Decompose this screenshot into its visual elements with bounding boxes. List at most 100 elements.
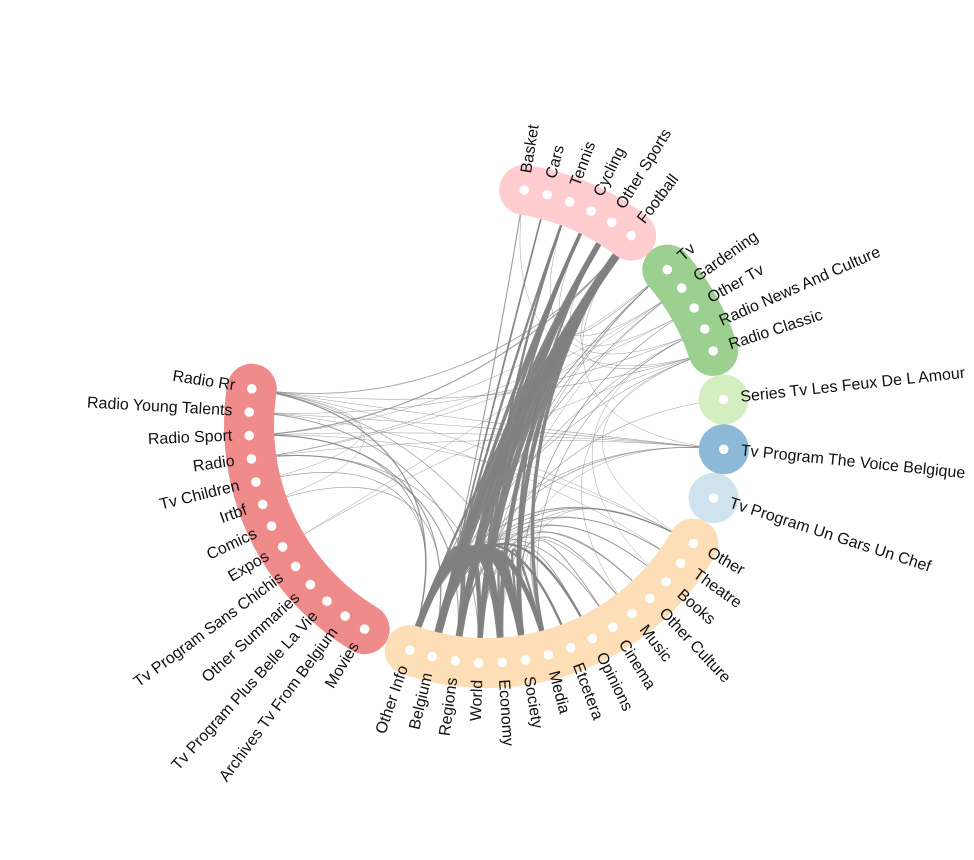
- node-dot-movies[interactable]: [359, 624, 370, 634]
- node-dot-economy[interactable]: [497, 657, 508, 668]
- node-label-tennis: Tennis: [567, 139, 599, 188]
- node-dot-cinema[interactable]: [608, 622, 618, 632]
- node-dot-series-tv-les-feux-de-l-amour[interactable]: [718, 394, 729, 405]
- link-other-society: [520, 508, 694, 661]
- link-radio-sport-tv-program-the-voice-belgique: [248, 432, 725, 450]
- link-radio-sport-tv: [248, 269, 668, 436]
- link-radio-young-talents-radio-news-and-culture: [249, 328, 706, 414]
- node-dot-world[interactable]: [473, 658, 484, 668]
- link-radio-tv-program-the-voice-belgique: [251, 439, 725, 460]
- link-radio-rr-football: [251, 235, 632, 394]
- node-dot-cycling[interactable]: [586, 206, 596, 216]
- node-dot-radio-classic[interactable]: [708, 346, 718, 356]
- node-label-radio-sport: Radio Sport: [147, 428, 233, 449]
- node-dot-cars[interactable]: [542, 189, 552, 200]
- link-radio-rr-tv-program-the-voice-belgique: [251, 388, 725, 450]
- node-label-radio-rr: Radio Rr: [171, 368, 237, 395]
- node-dot-tennis[interactable]: [564, 197, 575, 207]
- link-radio-classic-other: [602, 350, 714, 544]
- link-world-radio-young-talents: [248, 411, 480, 664]
- node-dot-radio-rr[interactable]: [247, 384, 257, 394]
- node-dot-other[interactable]: [688, 538, 699, 549]
- node-label-economy: Economy: [495, 679, 516, 747]
- node-label-radio: Radio: [192, 453, 236, 476]
- link-basket-belgium: [431, 189, 525, 658]
- node-dot-other-tv[interactable]: [689, 303, 699, 313]
- link-world-other: [478, 508, 694, 664]
- link-books-belgium: [431, 524, 667, 657]
- node-dot-archives-tv-from-belgium[interactable]: [340, 611, 350, 621]
- node-label-belgium: Belgium: [406, 671, 436, 731]
- link-basket-radio-classic: [519, 189, 714, 367]
- link-tv-other-info: [409, 269, 668, 651]
- link-radio-gardening: [251, 287, 682, 460]
- node-dot-other-culture[interactable]: [645, 593, 655, 604]
- node-label-tv-program-un-gars-un-chef: Tv Program Un Gars Un Chef: [727, 495, 933, 576]
- link-radio-news-and-culture-books: [591, 328, 706, 582]
- node-dot-gardening[interactable]: [676, 283, 687, 293]
- node-label-radio-young-talents: Radio Young Talents: [87, 395, 233, 420]
- link-belgium-radio-news-and-culture: [431, 328, 706, 657]
- link-economy-society: [497, 550, 527, 664]
- link-expos-gardening: [282, 287, 682, 548]
- node-label-basket: Basket: [518, 123, 543, 175]
- node-label-series-tv-les-feux-de-l-amour: Series Tv Les Feux De L Amour: [740, 365, 967, 406]
- link-economy-radio: [251, 455, 503, 663]
- node-dot-opinions[interactable]: [587, 633, 598, 644]
- link-radio-rr-other: [251, 388, 694, 544]
- node-dot-tv-program-the-voice-belgique[interactable]: [719, 444, 729, 455]
- node-label-media: Media: [545, 669, 573, 716]
- link-radio-young-talents-tv-program-the-voice-belgique: [249, 411, 725, 450]
- node-dot-radio[interactable]: [246, 454, 257, 464]
- node-dot-other-sports[interactable]: [606, 217, 617, 228]
- node-dot-etcetera[interactable]: [565, 643, 576, 653]
- link-expos-radio-classic: [282, 350, 714, 548]
- link-radio-other-tv: [251, 307, 695, 460]
- node-dot-society[interactable]: [520, 655, 531, 665]
- link-other-info-radio-sport: [248, 434, 427, 651]
- node-dot-belgium[interactable]: [427, 651, 438, 662]
- link-theatre-regions: [455, 517, 682, 662]
- link-tennis-radio-news-and-culture: [549, 201, 706, 355]
- link-other-info-tv-program-the-voice-belgique: [409, 447, 725, 651]
- link-tv-program-the-voice-belgique-economy: [501, 447, 725, 663]
- node-dot-radio-news-and-culture[interactable]: [700, 324, 710, 334]
- node-dot-expos[interactable]: [277, 542, 288, 552]
- link-radio-classic-music: [581, 350, 714, 614]
- node-dot-radio-sport[interactable]: [244, 430, 254, 441]
- links-layer: [248, 189, 725, 666]
- node-dot-other-summaries[interactable]: [305, 579, 316, 590]
- node-dot-music[interactable]: [627, 608, 637, 619]
- link-radio-sport-football: [248, 235, 632, 437]
- node-dot-theatre[interactable]: [676, 558, 686, 568]
- node-dot-radio-young-talents[interactable]: [244, 407, 255, 417]
- link-tv-program-the-voice-belgique-football: [582, 235, 725, 450]
- node-label-tv-program-the-voice-belgique: Tv Program The Voice Belgique: [740, 442, 966, 482]
- node-label-world: World: [468, 679, 486, 721]
- node-dot-tv-children[interactable]: [251, 477, 261, 487]
- link-football-tv: [572, 235, 668, 335]
- node-dot-books[interactable]: [661, 576, 671, 587]
- node-dot-comics[interactable]: [266, 521, 277, 531]
- link-other-info-tv-children: [255, 472, 427, 651]
- link-media-cinema: [530, 539, 614, 656]
- group-arc-sport: [499, 164, 657, 261]
- node-dot-tv[interactable]: [662, 264, 673, 275]
- node-label-regions: Regions: [437, 677, 462, 737]
- node-dot-regions[interactable]: [450, 656, 461, 666]
- link-belgium-other: [431, 507, 694, 657]
- link-gardening-world: [478, 287, 682, 664]
- node-dot-irtbf[interactable]: [257, 499, 268, 510]
- node-dot-tv-program-un-gars-un-chef[interactable]: [708, 493, 719, 503]
- node-dot-basket[interactable]: [519, 185, 529, 195]
- node-dot-tv-program-plus-belle-la-vie[interactable]: [322, 596, 332, 606]
- node-dot-tv-program-sans-chichis[interactable]: [290, 561, 301, 572]
- node-dot-media[interactable]: [543, 650, 554, 660]
- node-dot-other-info[interactable]: [404, 645, 415, 655]
- link-radio-sport-other: [248, 434, 694, 544]
- link-society-music: [518, 536, 633, 661]
- node-label-society: Society: [520, 675, 545, 730]
- node-dot-football[interactable]: [626, 230, 636, 241]
- link-belgium-irtbf: [262, 486, 442, 657]
